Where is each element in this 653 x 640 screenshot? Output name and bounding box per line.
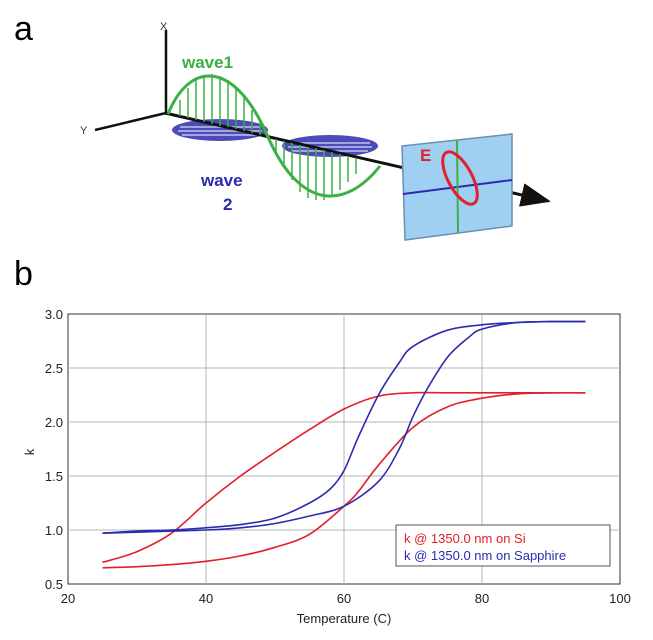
wave1-shape bbox=[166, 74, 382, 200]
polarization-diagram: X Y wave1 wave 2 E bbox=[80, 21, 551, 241]
legend-box bbox=[395, 524, 611, 567]
legend: k @ 1350.0 nm on Si k @ 1350.0 nm on Sap… bbox=[395, 524, 611, 567]
y-tick-label: 1.0 bbox=[45, 523, 63, 538]
y-tick-label: 2.5 bbox=[45, 361, 63, 376]
wave2-label-line2: 2 bbox=[223, 195, 232, 214]
observation-plane: E bbox=[401, 133, 513, 241]
axis-x-label: X bbox=[160, 21, 168, 33]
k-vs-temperature-chart: 20 40 60 80 100 0.5 1.0 1.5 2.0 2.5 3.0 Temperatur… bbox=[22, 307, 631, 626]
x-axis-label: Temperature (C) bbox=[297, 611, 392, 626]
y-tick-label: 2.0 bbox=[45, 415, 63, 430]
x-tick-label: 80 bbox=[475, 591, 489, 606]
y-axis-label: k bbox=[22, 448, 37, 455]
wave1-label: wave1 bbox=[181, 53, 233, 72]
x-tick-label: 20 bbox=[61, 591, 75, 606]
series-1-branch-0-line bbox=[102, 320, 586, 534]
panel-label-a: a bbox=[14, 10, 33, 48]
panel-label-b: b bbox=[14, 255, 33, 293]
y-tick-label: 1.5 bbox=[45, 469, 63, 484]
series-1-branch-1-line bbox=[102, 320, 586, 534]
wave2-label-line1: wave bbox=[200, 171, 243, 190]
legend-entry-si: k @ 1350.0 nm on Si bbox=[404, 531, 526, 546]
field-ellipse bbox=[441, 150, 479, 206]
axis-y-label: Y bbox=[80, 125, 88, 137]
legend-entry-sapphire: k @ 1350.0 nm on Sapphire bbox=[404, 548, 566, 563]
y-tick-label: 3.0 bbox=[45, 307, 63, 322]
x-tick-label: 60 bbox=[337, 591, 351, 606]
series-0-branch-1-line bbox=[102, 391, 586, 569]
y-tick-label: 0.5 bbox=[45, 577, 63, 592]
x-tick-label: 40 bbox=[199, 591, 213, 606]
y-axis-arrow bbox=[94, 111, 167, 132]
x-tick-label: 100 bbox=[609, 591, 631, 606]
data-lines bbox=[102, 320, 586, 569]
field-label: E bbox=[420, 146, 431, 165]
series-0-branch-0-line bbox=[102, 391, 586, 564]
tick-labels: 20 40 60 80 100 0.5 1.0 1.5 2.0 2.5 3.0 bbox=[45, 307, 631, 606]
